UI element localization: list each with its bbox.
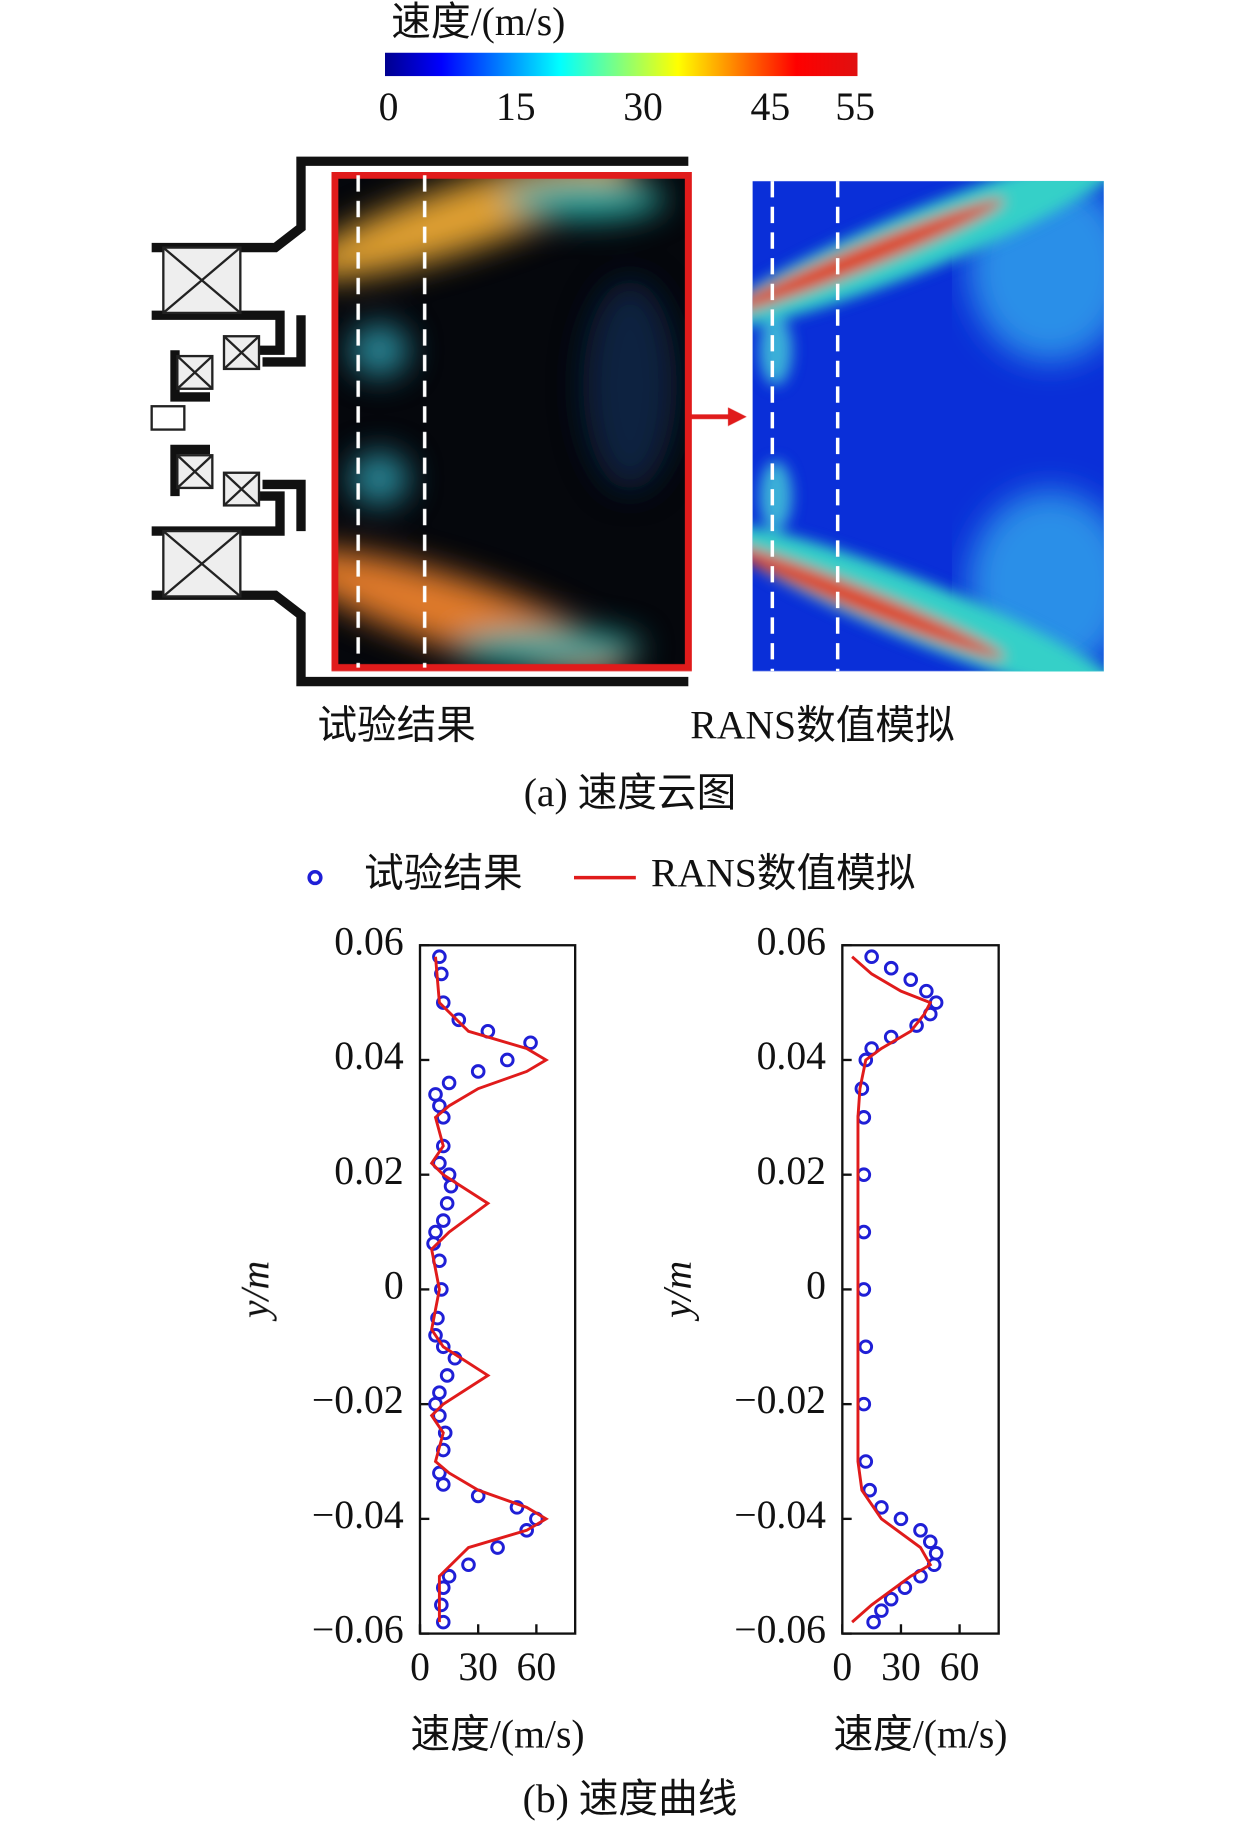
data-point bbox=[428, 1224, 443, 1240]
legend-marker bbox=[307, 870, 323, 886]
data-point bbox=[858, 1339, 874, 1355]
y-tick-label: 0 bbox=[806, 1264, 826, 1308]
y-tick-label: 0 bbox=[384, 1264, 404, 1308]
piv-field bbox=[334, 175, 689, 668]
x-tick-label: 30 bbox=[458, 1645, 498, 1689]
y-axis-label: y/m bbox=[233, 1261, 277, 1322]
colorbar-tick-label: 30 bbox=[623, 85, 663, 129]
data-point bbox=[883, 1591, 899, 1607]
swirlers bbox=[150, 246, 261, 598]
x-tick-label: 60 bbox=[517, 1645, 557, 1689]
colorbar-tick-label: 45 bbox=[750, 85, 790, 129]
arrow-head bbox=[728, 407, 747, 427]
piv-frame bbox=[331, 171, 692, 672]
colorbar-tick-label: 15 bbox=[496, 85, 536, 129]
caption: (a) 速度云图 bbox=[524, 771, 737, 815]
data-point bbox=[430, 1310, 445, 1326]
data-point bbox=[928, 995, 944, 1010]
x-tick-label: 30 bbox=[881, 1645, 921, 1689]
data-point bbox=[435, 1339, 451, 1355]
data-point bbox=[441, 1075, 457, 1091]
data-point bbox=[428, 1087, 443, 1102]
data-point bbox=[470, 1064, 486, 1079]
x-axis-label: 速度/(m/s) bbox=[833, 1713, 1007, 1757]
sample-lines bbox=[356, 175, 427, 668]
legend-label: RANS数值模拟 bbox=[651, 852, 915, 896]
data-point bbox=[893, 1511, 909, 1527]
data-point bbox=[439, 1368, 455, 1383]
data-point bbox=[523, 1035, 538, 1051]
colorbar-tick-label: 0 bbox=[379, 85, 399, 129]
x-tick-label: 60 bbox=[940, 1645, 980, 1689]
y-tick-label: 0.04 bbox=[757, 1034, 827, 1078]
sample-lines bbox=[770, 181, 840, 672]
data-point bbox=[451, 1012, 467, 1028]
y-tick-label: −0.06 bbox=[734, 1608, 826, 1652]
data-point bbox=[919, 983, 934, 999]
data-point bbox=[428, 1328, 443, 1343]
y-tick-label: 0.06 bbox=[334, 919, 403, 963]
data-point bbox=[862, 1482, 877, 1498]
y-tick-label: 0.02 bbox=[334, 1149, 403, 1193]
data-line bbox=[429, 956, 549, 1623]
data-point bbox=[856, 1396, 872, 1412]
colorbar bbox=[385, 52, 858, 77]
data-point bbox=[856, 1110, 872, 1125]
data-point bbox=[864, 949, 879, 965]
y-tick-label: −0.04 bbox=[734, 1493, 826, 1537]
panel-label: RANS数值模拟 bbox=[690, 704, 954, 748]
data-point bbox=[434, 966, 449, 982]
data-point bbox=[874, 1500, 889, 1515]
y-axis-label: y/m bbox=[655, 1261, 699, 1322]
data-line bbox=[851, 955, 933, 1624]
data-point bbox=[856, 1282, 872, 1297]
data-point bbox=[461, 1557, 476, 1573]
data-point bbox=[435, 1138, 451, 1154]
data-point bbox=[435, 1614, 451, 1630]
y-tick-label: 0.04 bbox=[334, 1034, 404, 1078]
y-tick-label: −0.06 bbox=[312, 1608, 404, 1652]
data-point bbox=[499, 1052, 515, 1068]
data-point bbox=[434, 1282, 449, 1297]
caption: (b) 速度曲线 bbox=[523, 1777, 738, 1821]
data-point bbox=[866, 1614, 881, 1630]
data-point bbox=[874, 1603, 889, 1618]
x-tick-label: 0 bbox=[832, 1645, 852, 1689]
data-point bbox=[913, 1523, 928, 1538]
y-tick-label: −0.04 bbox=[312, 1493, 404, 1537]
x-axis-label: 速度/(m/s) bbox=[411, 1713, 585, 1757]
legend-label: 试验结果 bbox=[364, 852, 523, 896]
data-point bbox=[519, 1523, 534, 1538]
data-point bbox=[856, 1167, 872, 1182]
data-point bbox=[883, 960, 899, 976]
colorbar-title: 速度/(m/s) bbox=[391, 0, 565, 44]
data-point bbox=[928, 1545, 944, 1561]
data-point bbox=[434, 1597, 449, 1613]
data-point bbox=[922, 1534, 938, 1550]
y-tick-label: −0.02 bbox=[312, 1378, 404, 1422]
rans-field bbox=[752, 181, 1104, 672]
colorbar-tick-label: 55 bbox=[835, 85, 875, 129]
data-point bbox=[490, 1540, 505, 1555]
y-tick-label: −0.02 bbox=[734, 1378, 826, 1422]
panel-label: 试验结果 bbox=[317, 704, 476, 748]
data-point bbox=[432, 949, 447, 965]
data-point bbox=[437, 1425, 453, 1441]
data-point bbox=[441, 1568, 457, 1584]
data-point bbox=[858, 1454, 874, 1469]
data-point bbox=[432, 1385, 447, 1400]
x-tick-label: 0 bbox=[410, 1645, 430, 1689]
plot-frame bbox=[418, 944, 577, 1635]
data-point bbox=[439, 1196, 455, 1211]
data-point bbox=[909, 1018, 924, 1033]
y-tick-label: 0.02 bbox=[757, 1149, 826, 1193]
data-point bbox=[435, 1477, 451, 1492]
data-point bbox=[903, 972, 919, 987]
y-tick-label: 0.06 bbox=[757, 919, 826, 963]
data-point bbox=[856, 1224, 872, 1240]
data-point bbox=[435, 1580, 451, 1595]
data-point bbox=[435, 1213, 451, 1228]
